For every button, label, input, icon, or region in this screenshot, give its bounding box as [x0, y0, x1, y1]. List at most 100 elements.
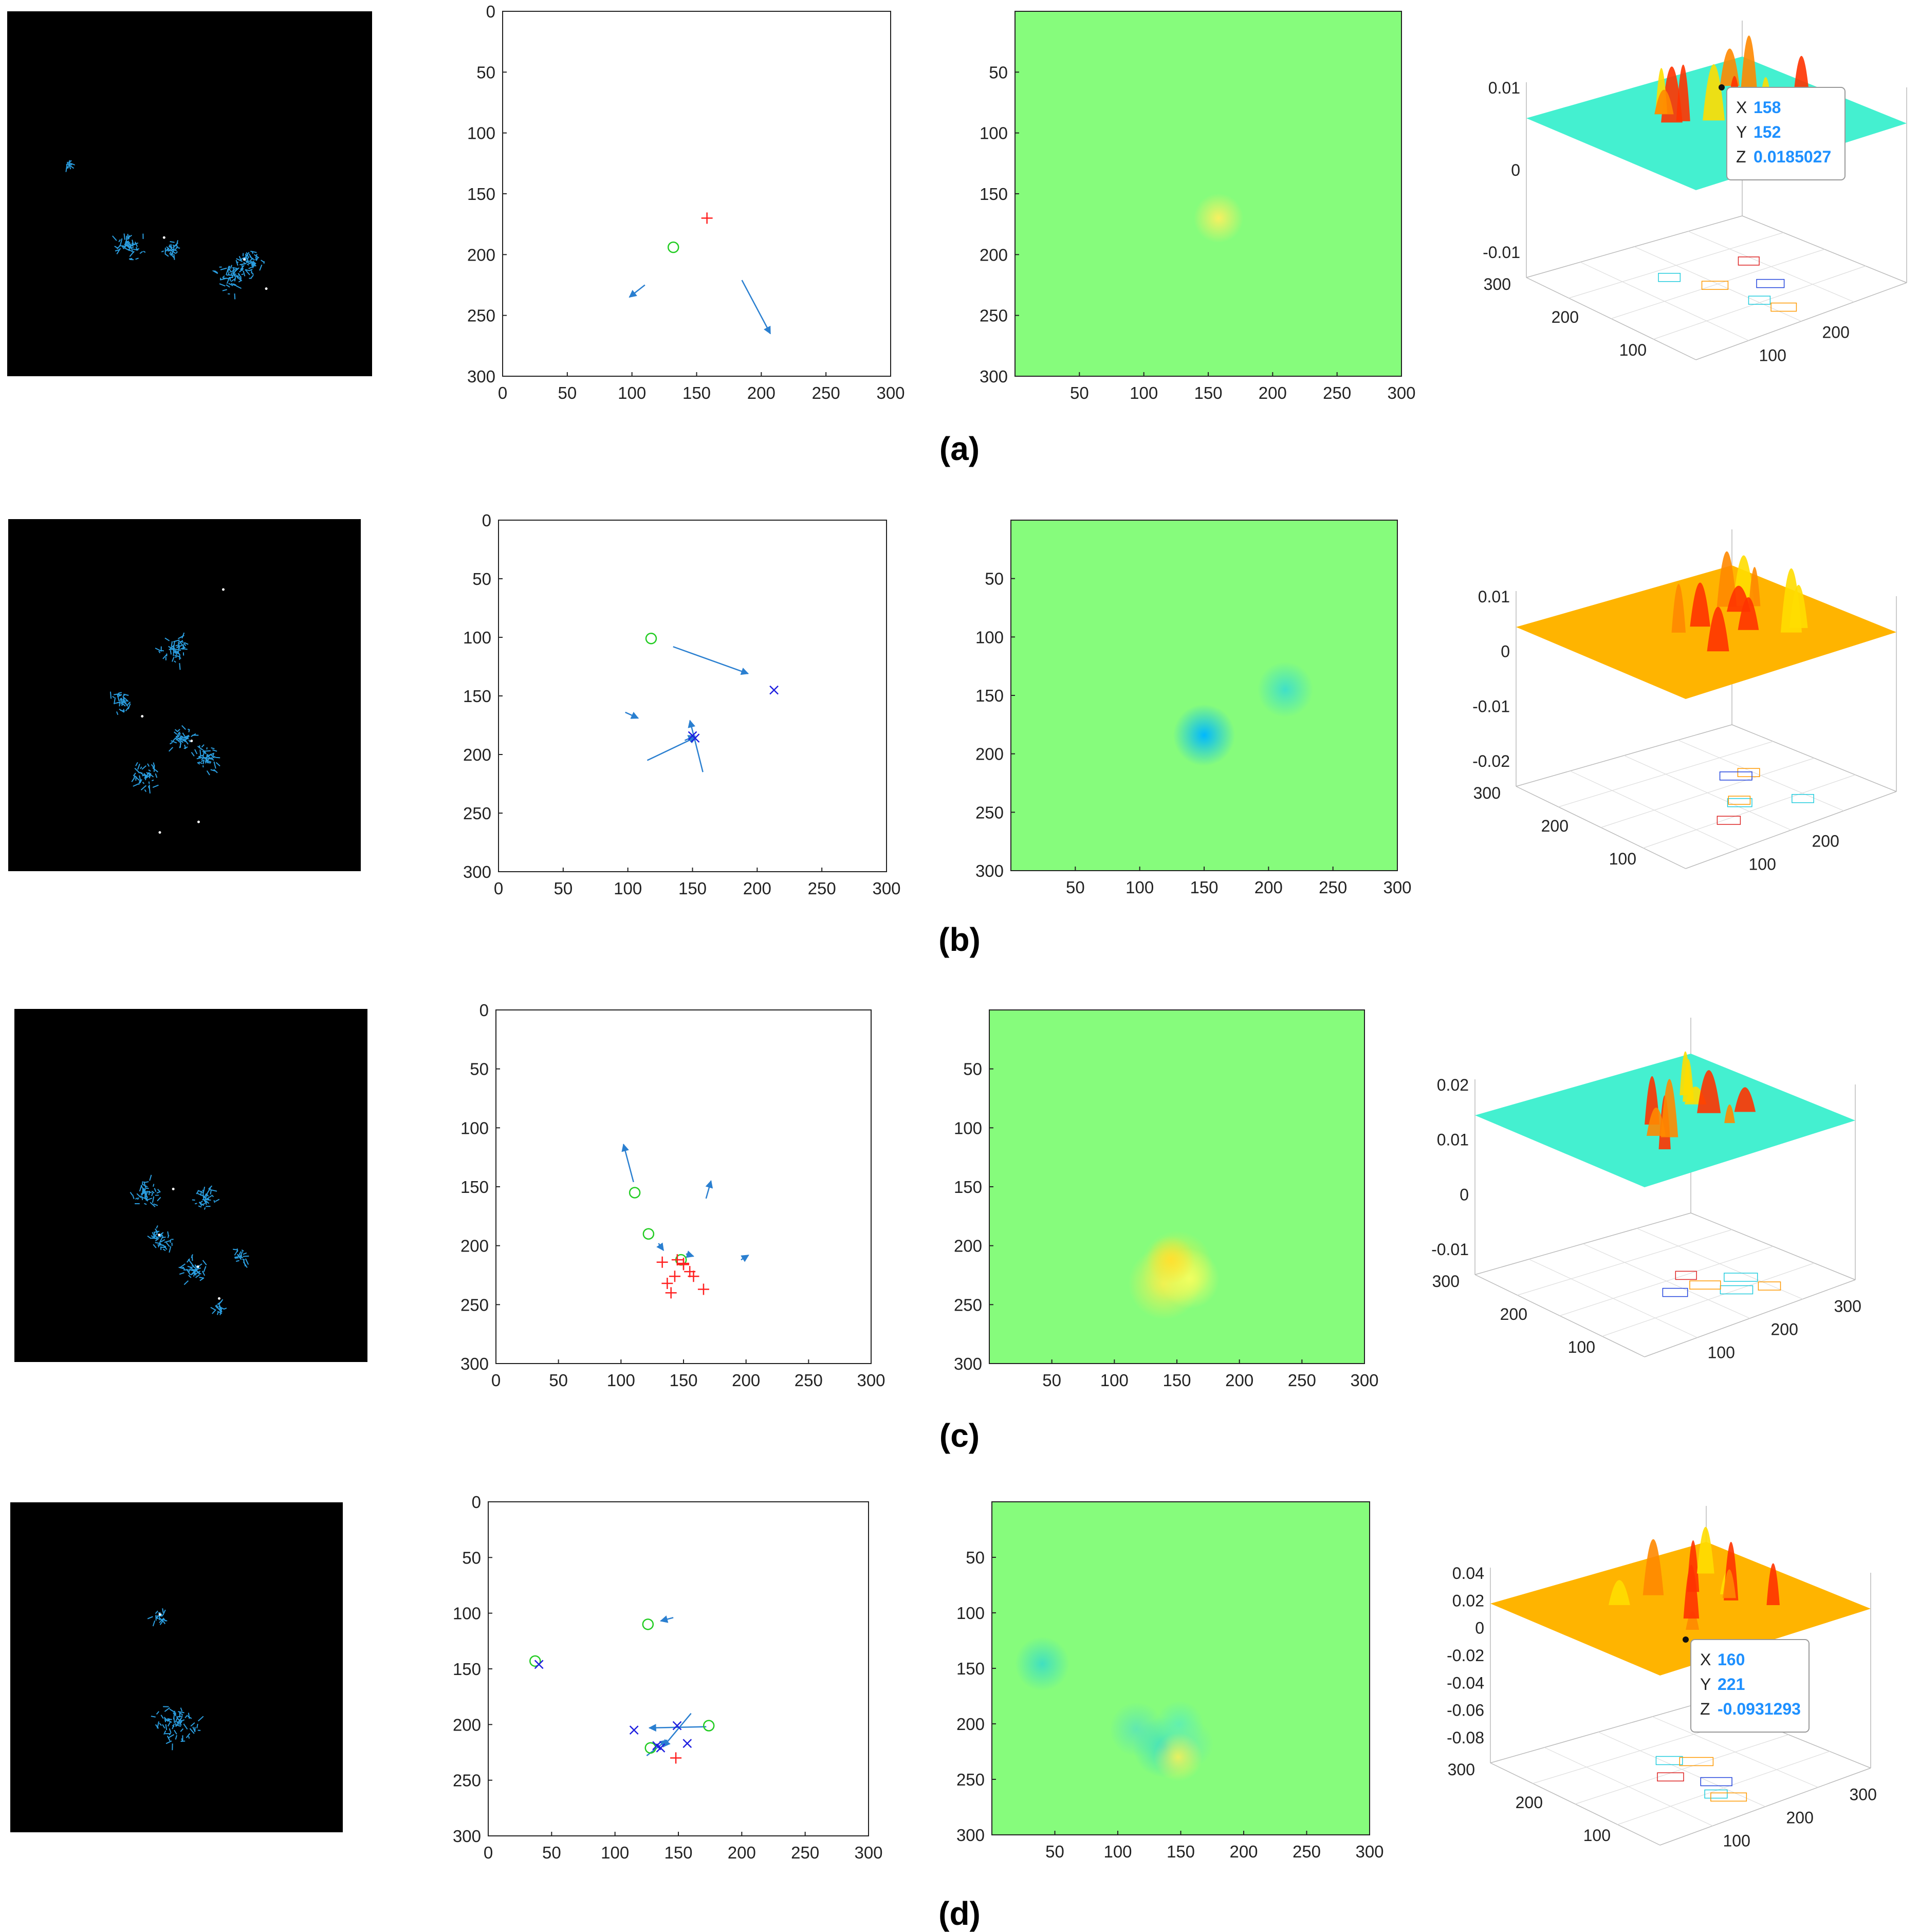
x-tick-label: 150 [664, 1843, 692, 1862]
datatip-marker [1719, 84, 1725, 90]
flow-vector [196, 1723, 198, 1728]
flow-vector [160, 1239, 165, 1243]
x-tick-label: 100 [1100, 1371, 1129, 1390]
surface-peak [1789, 584, 1808, 628]
flow-vector [156, 1235, 163, 1239]
flow-vector [219, 1309, 222, 1315]
flow-vector [159, 1723, 162, 1726]
y-tick-label: 100 [453, 1604, 481, 1623]
flow-vector [241, 268, 243, 271]
flow-vector [222, 275, 225, 279]
flow-vector [116, 711, 119, 715]
circle-marker [644, 1742, 656, 1754]
flow-vector [178, 733, 181, 737]
flow-vector [179, 1272, 184, 1275]
flow-vector [206, 1200, 210, 1204]
flow-vector [68, 164, 75, 169]
subfigure-caption: (a) [939, 430, 980, 467]
flow-vector [179, 739, 184, 743]
flow-vector [174, 655, 180, 657]
flow-vector [181, 725, 186, 730]
flow-vector [178, 735, 182, 740]
y-tick-label: 150 [956, 1659, 985, 1678]
flow-vector [177, 1718, 181, 1722]
y-tick-label: 100 [980, 124, 1008, 143]
grid-line [1559, 1246, 1774, 1316]
flow-vector [182, 739, 186, 743]
flow-vector [177, 1717, 183, 1723]
x-tick-label: 0 [494, 879, 503, 898]
z-tick-label: 0.01 [1478, 587, 1510, 606]
grid-line [1652, 1716, 1818, 1788]
flow-vector [140, 766, 142, 769]
flow-vector [168, 249, 170, 252]
flow-point [196, 1265, 199, 1268]
x-tick-label: 100 [607, 1371, 635, 1390]
datatip-marker [1683, 1636, 1689, 1643]
flow-vector [159, 1233, 163, 1238]
flow-vector [142, 1181, 143, 1185]
x-tick-label: 50 [1042, 1371, 1061, 1390]
z-tick-label: -0.04 [1447, 1673, 1484, 1692]
flow-vector [157, 1189, 160, 1192]
flow-vector [190, 1722, 195, 1727]
flow-vector [176, 1724, 181, 1727]
y-tick-label: 200 [453, 1715, 481, 1734]
datatip-value: 160 [1718, 1650, 1745, 1669]
flow-vector [183, 642, 189, 645]
flow-vector [204, 1193, 207, 1199]
flow-vector [226, 268, 229, 275]
flow-vector [145, 1199, 149, 1202]
flow-vector [230, 265, 232, 269]
quiver-arrow [741, 280, 771, 335]
flow-vector [155, 1610, 158, 1614]
plus-marker [661, 1278, 673, 1290]
flow-vector [218, 1299, 224, 1305]
flow-vector [171, 647, 175, 650]
flow-vector [156, 1191, 161, 1194]
flow-vector [226, 284, 230, 288]
x-marker [769, 685, 779, 695]
quiver-arrow [660, 1615, 674, 1623]
y-tick-label: 300 [954, 1354, 982, 1373]
flow-vector [118, 239, 121, 243]
y-tick-label: 50 [966, 1548, 985, 1567]
flow-vector [139, 771, 144, 776]
flow-vector [207, 1187, 211, 1194]
y-tick-label: 50 [472, 569, 491, 588]
flow-vector [202, 759, 205, 764]
flow-vector [180, 1707, 183, 1712]
flow-vector [165, 1242, 170, 1247]
flow-vector [241, 264, 244, 270]
plus-marker [688, 1271, 699, 1282]
flow-vector [211, 1194, 214, 1198]
quiver-arrow [705, 1180, 713, 1199]
flow-vector [194, 749, 198, 755]
flow-vector [155, 648, 162, 652]
flow-vector [243, 270, 246, 277]
flow-vector [147, 1616, 153, 1620]
flow-vector [133, 783, 139, 787]
y-tick-label: 300 [463, 862, 491, 881]
circle-marker [642, 1618, 654, 1630]
y-tick-label: 200 [1500, 1305, 1527, 1323]
datatip-label: Z [1736, 148, 1746, 166]
datatip-label: X [1736, 98, 1747, 117]
flow-vector [143, 1181, 146, 1188]
flow-vector [147, 1236, 152, 1239]
flow-vector [135, 762, 138, 766]
flow-vector [165, 1740, 172, 1744]
flow-vector [191, 1255, 193, 1261]
surface-plot-3d: 0.01 0 -0.01 300 200 100 100 200 X 158 Y 152 Z 0.0185… [1483, 21, 1907, 365]
flow-vector [188, 1268, 191, 1273]
z-tick-label: -0.01 [1431, 1240, 1469, 1259]
flow-vector [176, 645, 182, 649]
surface-peak [1724, 1105, 1735, 1124]
flow-vector [169, 1246, 172, 1253]
flow-vector [187, 1265, 193, 1268]
datatip-box [1726, 87, 1846, 180]
surface-peak [1683, 1565, 1700, 1619]
flow-vector [174, 731, 178, 735]
flow-vector [184, 1715, 188, 1719]
y-tick-label: 200 [463, 745, 491, 764]
